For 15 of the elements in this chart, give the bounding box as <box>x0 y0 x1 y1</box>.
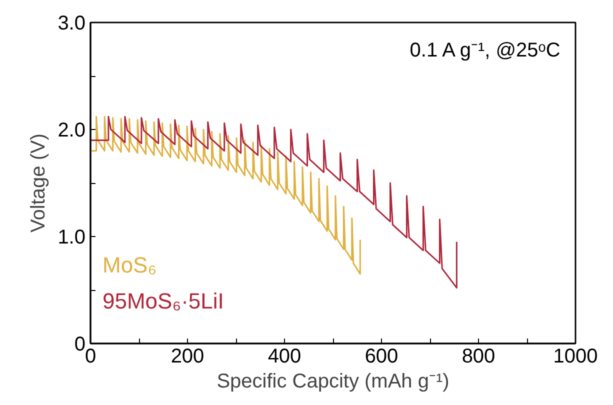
x-tick-label: 1000 <box>553 346 598 368</box>
x-tick-label: 200 <box>170 346 204 368</box>
line-series <box>90 116 361 275</box>
text: 95MoS₆·5LiI <box>102 288 224 314</box>
x-tick-label: 600 <box>364 346 398 368</box>
text: MoS₆ <box>102 252 157 278</box>
x-tick-label: 400 <box>268 346 302 368</box>
annotation: 0.1 A g⁻¹, @25ᵒC <box>410 40 560 62</box>
y-axis-title: Voltage (V) <box>28 134 50 232</box>
y-tick-label: 2.0 <box>58 120 86 142</box>
y-tick-label: 3.0 <box>58 12 86 34</box>
x-tick-label: 800 <box>462 346 496 368</box>
line-series <box>90 116 458 289</box>
x-axis-title: Specific Capcity (mAh g⁻¹) <box>216 370 450 392</box>
y-tick-label: 1.0 <box>58 226 86 248</box>
